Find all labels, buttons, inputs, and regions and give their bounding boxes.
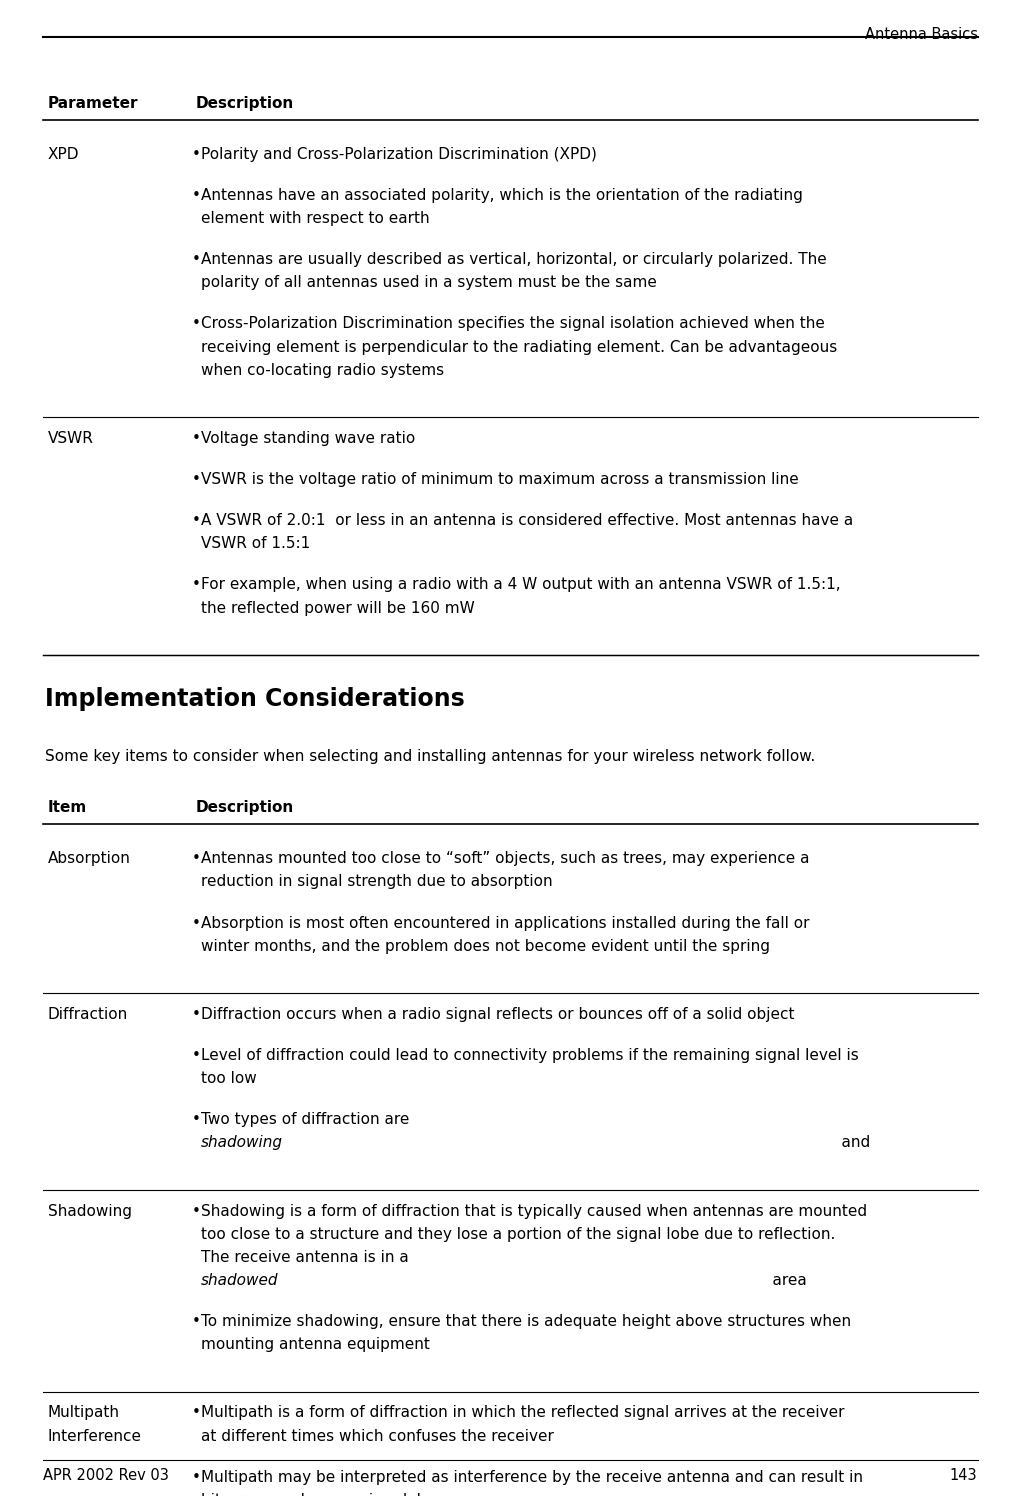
- Text: 143: 143: [950, 1468, 978, 1483]
- Text: •: •: [191, 431, 201, 446]
- Text: Antenna Basics: Antenna Basics: [864, 27, 978, 42]
- Text: bit errors and processing delays: bit errors and processing delays: [201, 1493, 447, 1496]
- Text: Shadowing is a form of diffraction that is typically caused when antennas are mo: Shadowing is a form of diffraction that …: [201, 1203, 867, 1219]
- Text: shadowing: shadowing: [201, 1135, 283, 1150]
- Text: The receive antenna is in a: The receive antenna is in a: [201, 1249, 413, 1266]
- Text: •: •: [191, 916, 201, 931]
- Text: •: •: [191, 851, 201, 866]
- Text: •: •: [191, 147, 201, 162]
- Text: Shadowing: Shadowing: [48, 1203, 132, 1219]
- Text: Diffraction: Diffraction: [48, 1007, 128, 1022]
- Text: Antennas have an associated polarity, which is the orientation of the radiating: Antennas have an associated polarity, wh…: [201, 187, 802, 203]
- Text: Two types of diffraction are: Two types of diffraction are: [201, 1112, 414, 1128]
- Text: when co-locating radio systems: when co-locating radio systems: [201, 362, 444, 378]
- Text: •: •: [191, 187, 201, 203]
- Text: too low: too low: [201, 1071, 256, 1086]
- Text: VSWR is the voltage ratio of minimum to maximum across a transmission line: VSWR is the voltage ratio of minimum to …: [201, 471, 798, 488]
- Text: •: •: [191, 316, 201, 332]
- Text: Interference: Interference: [48, 1429, 142, 1444]
- Text: the reflected power will be 160 mW: the reflected power will be 160 mW: [201, 600, 474, 616]
- Text: at different times which confuses the receiver: at different times which confuses the re…: [201, 1429, 553, 1444]
- Text: •: •: [191, 1047, 201, 1064]
- Text: •: •: [191, 1203, 201, 1219]
- Text: Absorption: Absorption: [48, 851, 131, 866]
- Text: Polarity and Cross-Polarization Discrimination (XPD): Polarity and Cross-Polarization Discrimi…: [201, 147, 597, 162]
- Text: Multipath may be interpreted as interference by the receive antenna and can resu: Multipath may be interpreted as interfer…: [201, 1469, 863, 1486]
- Text: polarity of all antennas used in a system must be the same: polarity of all antennas used in a syste…: [201, 275, 656, 290]
- Text: APR 2002 Rev 03: APR 2002 Rev 03: [43, 1468, 168, 1483]
- Text: Antennas mounted too close to “soft” objects, such as trees, may experience a: Antennas mounted too close to “soft” obj…: [201, 851, 809, 866]
- Text: •: •: [191, 1007, 201, 1022]
- Text: Description: Description: [196, 96, 294, 111]
- Text: and: and: [823, 1135, 875, 1150]
- Text: Parameter: Parameter: [48, 96, 138, 111]
- Text: area: area: [754, 1273, 807, 1288]
- Text: •: •: [191, 251, 201, 268]
- Text: VSWR of 1.5:1: VSWR of 1.5:1: [201, 536, 310, 552]
- Text: •: •: [191, 471, 201, 488]
- Text: too close to a structure and they lose a portion of the signal lobe due to refle: too close to a structure and they lose a…: [201, 1227, 835, 1242]
- Text: reduction in signal strength due to absorption: reduction in signal strength due to abso…: [201, 874, 552, 890]
- Text: element with respect to earth: element with respect to earth: [201, 211, 430, 226]
- Text: Diffraction occurs when a radio signal reflects or bounces off of a solid object: Diffraction occurs when a radio signal r…: [201, 1007, 794, 1022]
- Text: mounting antenna equipment: mounting antenna equipment: [201, 1337, 430, 1352]
- Text: Antennas are usually described as vertical, horizontal, or circularly polarized.: Antennas are usually described as vertic…: [201, 251, 827, 268]
- Text: •: •: [191, 1313, 201, 1330]
- Text: shadowed: shadowed: [201, 1273, 279, 1288]
- Text: •: •: [191, 1112, 201, 1128]
- Text: To minimize shadowing, ensure that there is adequate height above structures whe: To minimize shadowing, ensure that there…: [201, 1313, 851, 1330]
- Text: Multipath is a form of diffraction in which the reflected signal arrives at the : Multipath is a form of diffraction in wh…: [201, 1405, 844, 1421]
- Text: Cross-Polarization Discrimination specifies the signal isolation achieved when t: Cross-Polarization Discrimination specif…: [201, 316, 825, 332]
- Text: •: •: [191, 577, 201, 592]
- Text: Some key items to consider when selecting and installing antennas for your wirel: Some key items to consider when selectin…: [45, 749, 814, 764]
- Text: Level of diffraction could lead to connectivity problems if the remaining signal: Level of diffraction could lead to conne…: [201, 1047, 858, 1064]
- Text: •: •: [191, 513, 201, 528]
- Text: Multipath: Multipath: [48, 1405, 120, 1421]
- Text: receiving element is perpendicular to the radiating element. Can be advantageous: receiving element is perpendicular to th…: [201, 340, 837, 355]
- Text: Item: Item: [48, 800, 87, 815]
- Text: Absorption is most often encountered in applications installed during the fall o: Absorption is most often encountered in …: [201, 916, 809, 931]
- Text: Voltage standing wave ratio: Voltage standing wave ratio: [201, 431, 415, 446]
- Text: A VSWR of 2.0:1  or less in an antenna is considered effective. Most antennas ha: A VSWR of 2.0:1 or less in an antenna is…: [201, 513, 853, 528]
- Text: •: •: [191, 1469, 201, 1486]
- Text: Implementation Considerations: Implementation Considerations: [45, 687, 464, 711]
- Text: Description: Description: [196, 800, 294, 815]
- Text: winter months, and the problem does not become evident until the spring: winter months, and the problem does not …: [201, 938, 770, 954]
- Text: •: •: [191, 1405, 201, 1421]
- Text: For example, when using a radio with a 4 W output with an antenna VSWR of 1.5:1,: For example, when using a radio with a 4…: [201, 577, 840, 592]
- Text: XPD: XPD: [48, 147, 79, 162]
- Text: VSWR: VSWR: [48, 431, 93, 446]
